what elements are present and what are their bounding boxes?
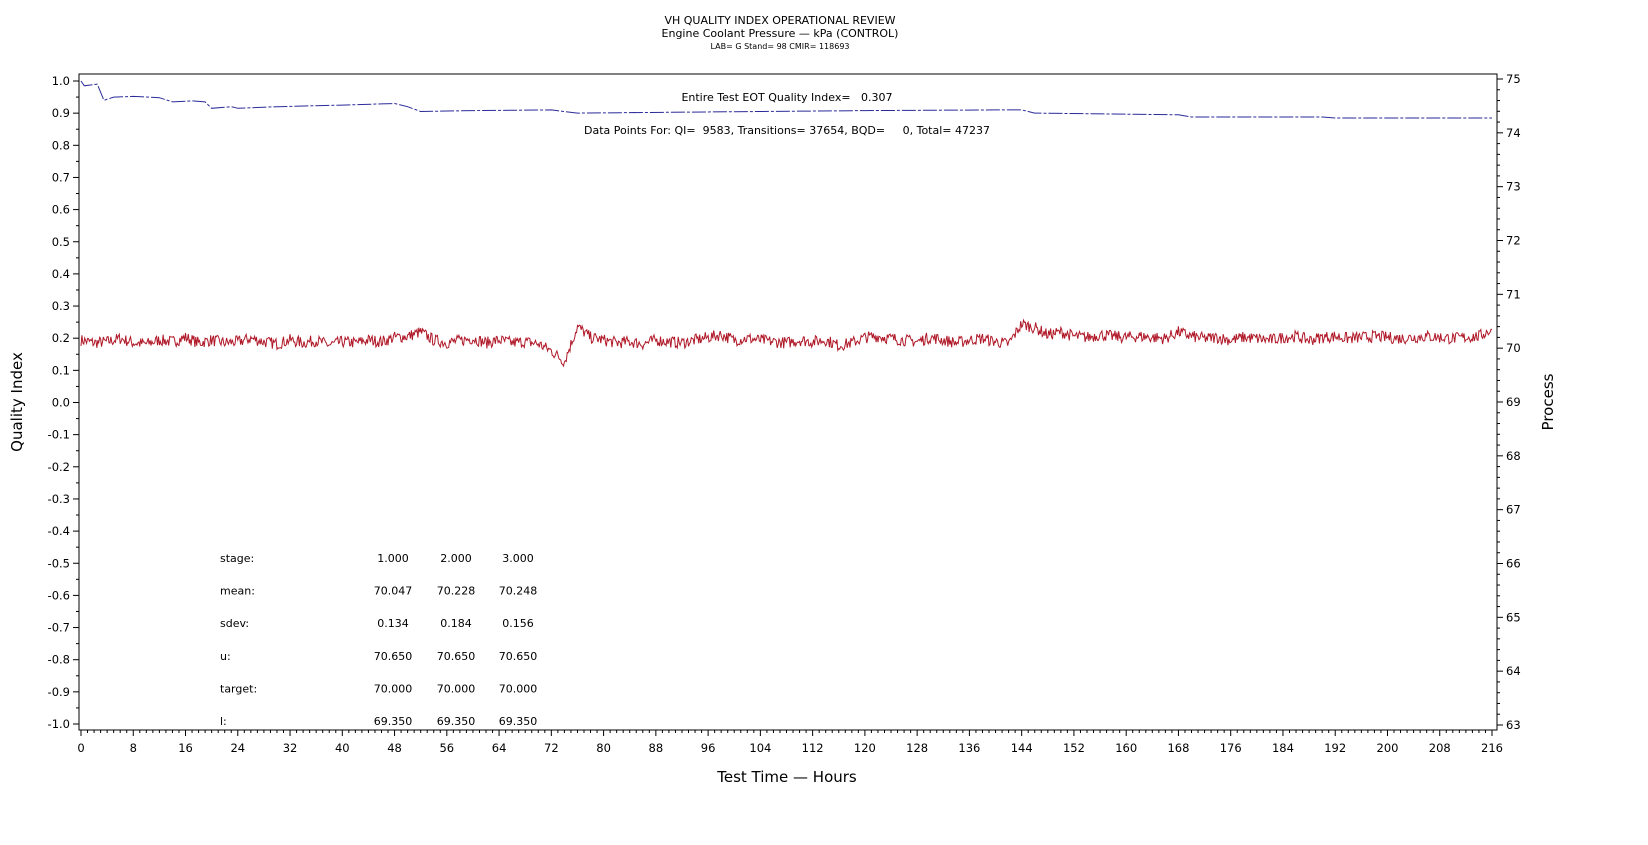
y-tick-label: 0.4: [52, 267, 70, 281]
quality-index-series-line: [80, 80, 1492, 119]
stats-cell: 70.228: [437, 585, 476, 598]
x-tick-label: 72: [544, 741, 559, 755]
chart-subtitle-lab: LAB= G Stand= 98 CMIR= 118693: [710, 42, 849, 51]
y-tick-label: 0.5: [52, 235, 70, 249]
y-tick-label: 1.0: [52, 74, 70, 88]
stats-cell: 69.350: [499, 715, 538, 728]
stats-row-label: l:: [220, 715, 227, 728]
y-tick-label: -0.4: [48, 524, 70, 538]
stats-cell: 70.000: [499, 682, 538, 695]
stats-cell: 0.134: [377, 617, 409, 630]
y2-tick-label: 65: [1506, 610, 1521, 624]
y2-tick-label: 72: [1506, 234, 1521, 248]
y2-tick-label: 69: [1506, 395, 1521, 409]
stats-cell: 70.000: [437, 682, 476, 695]
x-tick-label: 16: [178, 741, 193, 755]
y-tick-label: 0.8: [52, 138, 70, 152]
y-tick-label: 0.6: [52, 203, 70, 217]
stats-row-label: target:: [220, 682, 257, 695]
x-tick-label: 208: [1429, 741, 1451, 755]
x-tick-label: 104: [749, 741, 771, 755]
y-tick-label: -0.5: [48, 556, 70, 570]
x-tick-label: 200: [1377, 741, 1399, 755]
x-tick-label: 192: [1324, 741, 1346, 755]
y-tick-label: 0.7: [52, 170, 70, 184]
y2-tick-label: 63: [1506, 718, 1521, 732]
stats-cell: 69.350: [437, 715, 476, 728]
x-tick-label: 0: [77, 741, 84, 755]
stats-cell: 70.000: [374, 682, 413, 695]
y-tick-label: 0.1: [52, 363, 70, 377]
stats-row-label: u:: [220, 650, 231, 663]
y2-tick-label: 64: [1506, 664, 1521, 678]
stats-row-label: sdev:: [220, 617, 249, 630]
stats-cell: 70.650: [437, 650, 476, 663]
stats-cell: 3.000: [502, 552, 534, 565]
stats-table: stage: 1.000 2.000 3.000 mean: 70.047 70.228 70…: [220, 552, 537, 728]
x-tick-label: 48: [387, 741, 402, 755]
process-series-line: [80, 318, 1493, 368]
x-tick-label: 24: [230, 741, 245, 755]
y-axis-label: Quality Index: [8, 352, 26, 452]
x-tick-label: 80: [596, 741, 611, 755]
x-tick-label: 112: [802, 741, 824, 755]
x-tick-label: 168: [1167, 741, 1189, 755]
x-tick-label: 136: [958, 741, 980, 755]
y-tick-label: -1.0: [48, 717, 70, 731]
stats-cell: 0.156: [502, 617, 534, 630]
y-tick-label: -0.7: [48, 621, 70, 635]
eot-quality-index-annotation: Entire Test EOT Quality Index= 0.307: [681, 91, 892, 104]
x-tick-label: 152: [1063, 741, 1085, 755]
y-tick-label: -0.1: [48, 428, 70, 442]
y2-tick-label: 71: [1506, 287, 1521, 301]
y-tick-label: 0.2: [52, 331, 70, 345]
x-tick-label: 144: [1011, 741, 1033, 755]
x-tick-label: 120: [854, 741, 876, 755]
x-tick-label: 32: [283, 741, 298, 755]
x-tick-label: 40: [335, 741, 350, 755]
y2-tick-label: 66: [1506, 557, 1521, 571]
y2-tick-label: 73: [1506, 180, 1521, 194]
y-tick-label: -0.6: [48, 588, 70, 602]
stats-cell: 2.000: [440, 552, 472, 565]
x-tick-label: 96: [701, 741, 716, 755]
chart-subtitle: Engine Coolant Pressure — kPa (CONTROL): [662, 27, 899, 40]
y-tick-label: -0.3: [48, 492, 70, 506]
x-tick-label: 160: [1115, 741, 1137, 755]
y2-tick-label: 70: [1506, 341, 1521, 355]
y2-tick-label: 75: [1506, 72, 1521, 86]
x-tick-label: 64: [492, 741, 507, 755]
stats-cell: 1.000: [377, 552, 409, 565]
y-tick-label: -0.8: [48, 653, 70, 667]
stats-cell: 70.248: [499, 585, 538, 598]
plot-frame: [78, 73, 1498, 731]
chart-title: VH QUALITY INDEX OPERATIONAL REVIEW: [664, 14, 895, 27]
y-tick-label: 0.0: [52, 396, 70, 410]
stats-cell: 69.350: [374, 715, 413, 728]
x-tick-label: 56: [439, 741, 454, 755]
x-tick-label: 88: [649, 741, 664, 755]
x-axis-label: Test Time — Hours: [716, 768, 857, 786]
y2-tick-label: 74: [1506, 126, 1521, 140]
y-tick-label: 0.3: [52, 299, 70, 313]
x-tick-label: 176: [1220, 741, 1242, 755]
x-tick-label: 216: [1481, 741, 1503, 755]
y2-tick-label: 67: [1506, 503, 1521, 517]
stats-cell: 0.184: [440, 617, 472, 630]
x-tick-label: 128: [906, 741, 928, 755]
x-tick-label: 184: [1272, 741, 1294, 755]
data-points-annotation: Data Points For: QI= 9583, Transitions= …: [584, 124, 990, 137]
stats-cell: 70.650: [374, 650, 413, 663]
y-tick-label: 0.9: [52, 106, 70, 120]
stats-cell: 70.650: [499, 650, 538, 663]
y2-tick-label: 68: [1506, 449, 1521, 463]
x-tick-label: 8: [130, 741, 137, 755]
stats-cell: 70.047: [374, 585, 413, 598]
y-tick-label: -0.2: [48, 460, 70, 474]
stats-row-label: mean:: [220, 585, 255, 598]
stats-row-label: stage:: [220, 552, 254, 565]
y-tick-label: -0.9: [48, 685, 70, 699]
y2-axis-label: Process: [1539, 373, 1557, 430]
